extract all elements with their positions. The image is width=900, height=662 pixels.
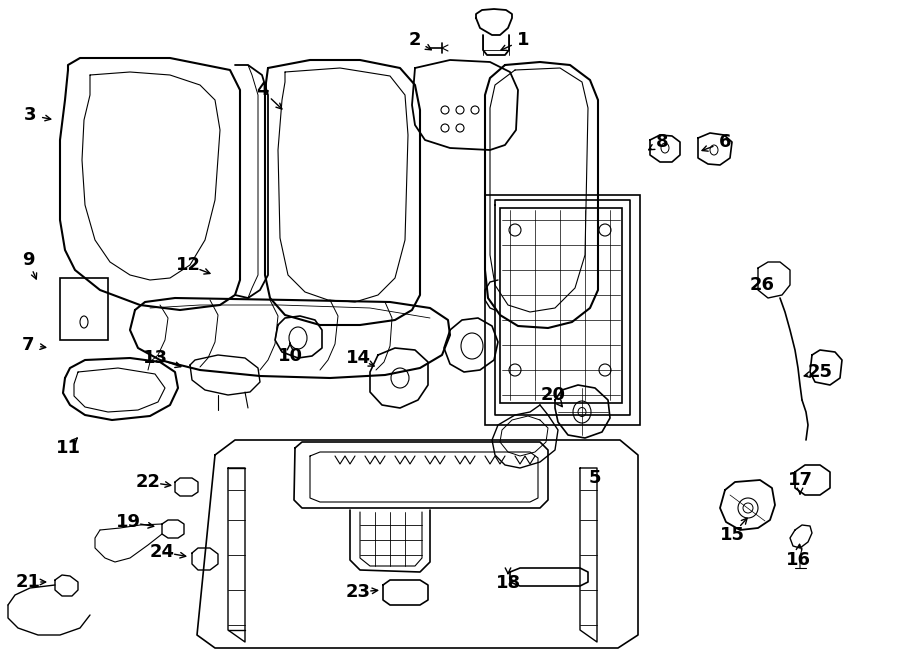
Text: 6: 6 — [719, 133, 731, 151]
Text: 13: 13 — [142, 349, 167, 367]
Text: 20: 20 — [541, 386, 565, 404]
Text: 14: 14 — [346, 349, 371, 367]
Text: 15: 15 — [719, 526, 744, 544]
Text: 4: 4 — [256, 81, 268, 99]
Text: 3: 3 — [23, 106, 36, 124]
Text: 17: 17 — [788, 471, 813, 489]
Text: 18: 18 — [495, 574, 520, 592]
Text: 26: 26 — [750, 276, 775, 294]
Text: 12: 12 — [176, 256, 201, 274]
Text: 24: 24 — [149, 543, 175, 561]
Text: 23: 23 — [346, 583, 371, 601]
Text: 16: 16 — [786, 551, 811, 569]
Text: 8: 8 — [656, 133, 669, 151]
Text: 22: 22 — [136, 473, 160, 491]
Text: 2: 2 — [409, 31, 421, 49]
Text: 1: 1 — [517, 31, 529, 49]
Text: 9: 9 — [22, 251, 34, 269]
Text: 5: 5 — [589, 469, 601, 487]
Text: 10: 10 — [277, 347, 302, 365]
Text: 7: 7 — [22, 336, 34, 354]
Text: 25: 25 — [807, 363, 833, 381]
Text: 21: 21 — [15, 573, 40, 591]
Text: 11: 11 — [56, 439, 80, 457]
Text: 19: 19 — [115, 513, 140, 531]
